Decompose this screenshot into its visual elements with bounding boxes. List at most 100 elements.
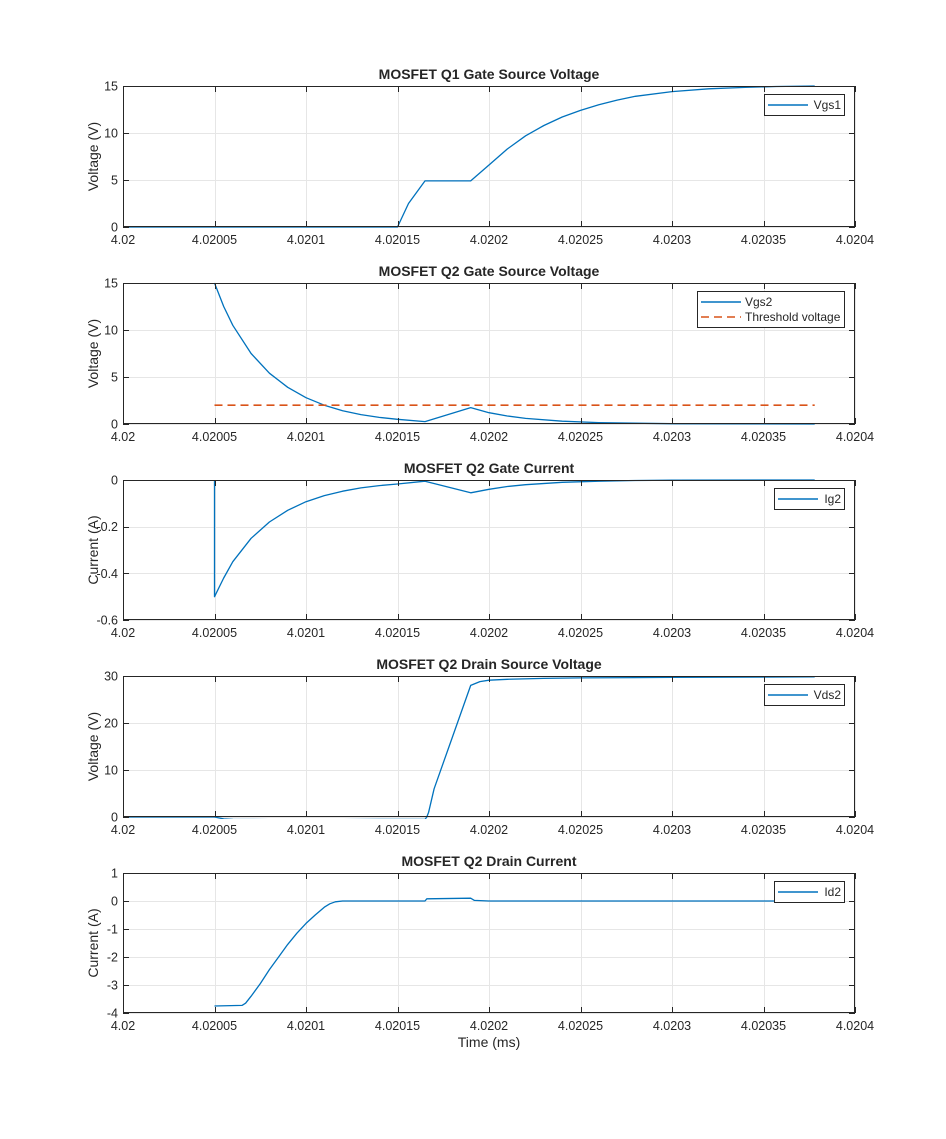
y-tick-label: 1 [111,867,118,881]
series-line-ig2 [213,479,815,598]
series-group [123,676,815,819]
x-tick-label: 4.0202 [470,1019,508,1033]
x-tick-label: 4.02035 [741,823,786,837]
x-tick-label: 4.0201 [287,823,325,837]
subplot-3: 4.02 4.02005 4.0201 4.02015 4.0202 4.02025 4.0… [85,460,874,640]
x-tick-label: 4.02 [111,1019,135,1033]
x-tick-label: 4.02025 [558,1019,603,1033]
tick-marks [123,86,856,228]
y-tick-label: 0 [111,895,118,909]
x-tick-label: 4.0201 [287,233,325,247]
x-tick-label: 4.02005 [192,430,237,444]
chart-title: MOSFET Q2 Gate Current [404,460,575,476]
y-tick-label: 5 [111,371,118,385]
x-tick-label: 4.0204 [836,626,874,640]
x-tick-label: 4.0203 [653,1019,691,1033]
x-tick-label: 4.0203 [653,233,691,247]
x-tick-label: 4.0204 [836,1019,874,1033]
y-tick-label: -3 [107,979,118,993]
y-tick-label: 15 [104,80,118,94]
series-group [213,282,815,425]
x-tick-label: 4.02035 [741,1019,786,1033]
x-tick-label: 4.02015 [375,626,420,640]
legend: Ig2 [774,488,845,510]
y-axis-label: Voltage (V) [85,319,101,388]
chart-title: MOSFET Q1 Gate Source Voltage [379,66,600,82]
x-tick-label: 4.02 [111,823,135,837]
x-tick-label: 4.02025 [558,626,603,640]
chart-title: MOSFET Q2 Drain Source Voltage [376,656,602,672]
x-tick-label: 4.0203 [653,626,691,640]
tick-marks [123,676,856,818]
tick-marks [123,283,856,425]
y-axis-label: Voltage (V) [85,712,101,781]
series-line-id2 [214,897,815,1007]
x-tick-label: 4.02015 [375,823,420,837]
legend-label: Id2 [824,885,841,899]
y-tick-label: -0.6 [96,614,118,628]
x-tick-label: 4.0204 [836,823,874,837]
y-tick-label: 20 [104,717,118,731]
series-line-vgs2 [213,282,815,425]
tick-marks [123,480,856,621]
x-tick-label: 4.02005 [192,1019,237,1033]
chart-title: MOSFET Q2 Drain Current [401,853,576,869]
y-tick-label: 10 [104,324,118,338]
x-tick-label: 4.02005 [192,626,237,640]
chart-title: MOSFET Q2 Gate Source Voltage [379,263,600,279]
legend: Vgs1 [764,94,845,116]
subplot-4: 4.02 4.02005 4.0201 4.02015 4.0202 4.02025 4.0… [85,656,874,837]
x-tick-label: 4.02005 [192,233,237,247]
x-tick-label: 4.02 [111,626,135,640]
x-tick-label: 4.02035 [741,233,786,247]
x-tick-label: 4.02 [111,430,135,444]
subplot-5: 4.02 4.02005 4.0201 4.02015 4.0202 4.02025 4.0… [85,853,874,1050]
subplot-1: 4.02 4.02005 4.0201 4.02015 4.0202 4.02025 4.0… [85,66,874,247]
series-group [213,479,815,598]
series-group [123,85,815,228]
x-tick-label: 4.02 [111,233,135,247]
y-tick-label: 5 [111,174,118,188]
x-tick-label: 4.02015 [375,233,420,247]
x-tick-label: 4.02015 [375,1019,420,1033]
y-tick-label: 10 [104,127,118,141]
series-line-vgs1 [123,85,815,228]
legend-label: Vds2 [814,688,842,702]
y-tick-label: -2 [107,951,118,965]
x-tick-label: 4.02025 [558,823,603,837]
x-tick-label: 4.0202 [470,430,508,444]
x-tick-label: 4.0204 [836,233,874,247]
y-tick-label: 0 [111,474,118,488]
x-tick-label: 4.02025 [558,233,603,247]
legend-label: Threshold voltage [745,310,841,324]
x-tick-label: 4.0203 [653,430,691,444]
x-tick-label: 4.0202 [470,823,508,837]
tick-marks [123,873,856,1014]
legend: Vds2 [764,684,845,706]
x-tick-label: 4.0204 [836,430,874,444]
x-axis-label: Time (ms) [458,1034,520,1050]
x-tick-label: 4.02035 [741,430,786,444]
y-tick-label: 0 [111,221,118,235]
legend-box [697,291,845,328]
y-tick-label: 30 [104,670,118,684]
x-tick-label: 4.0201 [287,1019,325,1033]
legend-label: Vgs1 [814,98,842,112]
y-tick-label: 10 [104,764,118,778]
x-tick-label: 4.02005 [192,823,237,837]
x-tick-label: 4.0201 [287,626,325,640]
legend-label: Ig2 [824,492,841,506]
legend: Id2 [774,881,845,903]
x-tick-label: 4.0203 [653,823,691,837]
series-line-vds2 [123,676,815,819]
legend-label: Vgs2 [745,295,773,309]
y-axis-label: Voltage (V) [85,122,101,191]
y-tick-label: -0.2 [96,520,118,534]
y-tick-label: 15 [104,277,118,291]
y-tick-label: 0 [111,418,118,432]
x-tick-label: 4.02015 [375,430,420,444]
y-tick-label: -1 [107,923,118,937]
x-tick-label: 4.0201 [287,430,325,444]
